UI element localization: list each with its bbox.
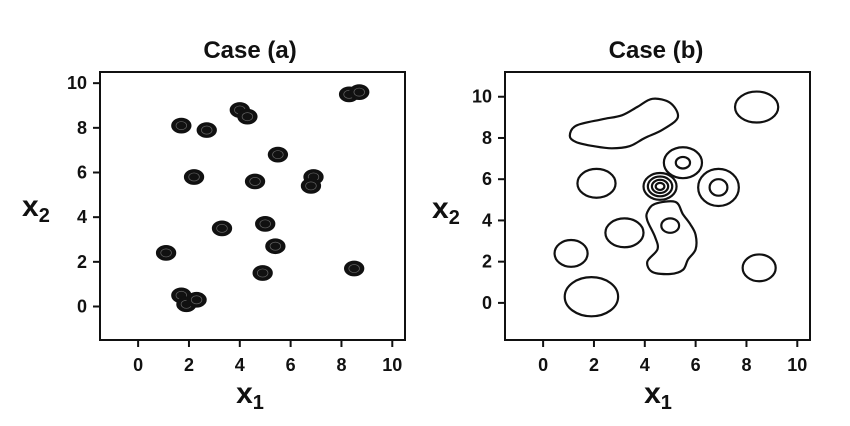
y-tick-label: 10	[472, 87, 492, 107]
contour-ring	[216, 223, 228, 233]
contour-ring	[175, 121, 187, 131]
contour-ring	[257, 268, 269, 278]
contour-blob	[186, 291, 207, 308]
x-tick-label: 10	[382, 355, 402, 375]
plot-frame	[99, 71, 406, 341]
y-tick-label: 4	[482, 210, 492, 230]
y-tick-label: 10	[67, 73, 87, 93]
x-tick-label: 6	[691, 355, 701, 375]
y-tick-label: 6	[482, 169, 492, 189]
x-tick-label: 0	[538, 355, 548, 375]
x-tick-group: 0 2 4 6 8 10	[133, 340, 402, 375]
x-tick-label: 2	[589, 355, 599, 375]
contour-line	[650, 178, 670, 195]
contour-blob	[267, 146, 289, 163]
contour-blob	[183, 169, 205, 185]
contour-ring	[249, 177, 261, 186]
contour-blob	[244, 173, 266, 190]
y-axis-label: x2	[432, 192, 460, 229]
y-tick-label: 8	[77, 118, 87, 138]
contour-line	[741, 253, 777, 283]
x-tick-label: 8	[741, 355, 751, 375]
contour-ring	[160, 248, 172, 258]
contour-blob	[196, 122, 217, 138]
x-axis-label-main: x	[644, 377, 661, 410]
contour-group	[155, 84, 370, 313]
x-axis-label: x1	[236, 377, 264, 414]
contour-line	[733, 90, 780, 124]
contour-line	[642, 171, 678, 201]
contour-blob	[255, 215, 276, 232]
contour-blob	[155, 245, 177, 261]
contour-line	[553, 238, 589, 268]
y-tick-group: 0 2 4 6 8 10	[67, 73, 100, 317]
contour-ring	[241, 112, 254, 122]
y-axis-label-subscript: 2	[39, 205, 50, 227]
contour-ring	[348, 264, 360, 273]
contour-blob	[252, 265, 273, 281]
x-tick-label: 6	[286, 355, 296, 375]
y-tick-label: 0	[77, 297, 87, 317]
chart-title: Case (a)	[203, 37, 296, 64]
contour-line	[708, 178, 729, 197]
contour-blob	[211, 220, 233, 237]
x-tick-label: 4	[640, 355, 650, 375]
y-axis-label-main: x	[22, 190, 39, 223]
contour-group	[553, 90, 780, 318]
contour-line	[654, 181, 666, 192]
y-tick-group: 0 2 4 6 8 10	[472, 87, 505, 313]
y-tick-label: 4	[77, 207, 87, 227]
contour-blob	[237, 108, 258, 125]
contour-line	[697, 167, 740, 208]
contour-ring	[188, 172, 200, 182]
x-axis-label-subscript: 1	[661, 392, 672, 414]
contour-ring	[272, 150, 284, 160]
x-tick-group: 0 2 4 6 8 10	[538, 340, 807, 375]
y-axis-label: x2	[22, 190, 50, 227]
contour-ring	[259, 219, 271, 229]
x-tick-label: 0	[133, 355, 143, 375]
y-tick-label: 6	[77, 163, 87, 183]
contour-blob	[171, 117, 192, 134]
contour-blob	[344, 260, 365, 277]
y-tick-label: 2	[77, 252, 87, 272]
contour-line	[674, 155, 692, 170]
x-axis-label-subscript: 1	[253, 392, 264, 414]
contour-ring	[305, 181, 317, 191]
contour-line	[576, 167, 617, 199]
x-axis-label-main: x	[236, 377, 253, 410]
y-axis-label-main: x	[432, 192, 449, 225]
contour-ring	[353, 87, 365, 97]
contour-ring	[190, 295, 203, 305]
contour-ring	[201, 125, 213, 135]
chart-title: Case (b)	[609, 37, 704, 64]
x-tick-label: 4	[235, 355, 245, 375]
contour-line	[604, 217, 645, 249]
contour-blob	[300, 178, 322, 194]
contour-blob	[265, 238, 286, 255]
y-tick-label: 8	[482, 128, 492, 148]
contour-line	[646, 175, 674, 198]
x-tick-label: 10	[787, 355, 807, 375]
contour-line	[662, 146, 704, 180]
contour-blob	[349, 84, 370, 100]
contour-line	[660, 217, 681, 234]
y-tick-label: 0	[482, 293, 492, 313]
contour-loop	[568, 97, 680, 150]
y-tick-label: 2	[482, 252, 492, 272]
y-axis-label-subscript: 2	[449, 207, 460, 229]
x-tick-label: 2	[184, 355, 194, 375]
contour-loop	[645, 200, 698, 276]
x-axis-label: x1	[644, 377, 672, 414]
plot-frame	[504, 71, 811, 341]
x-tick-label: 8	[336, 355, 346, 375]
contour-line	[563, 276, 620, 318]
contour-ring	[269, 241, 282, 251]
